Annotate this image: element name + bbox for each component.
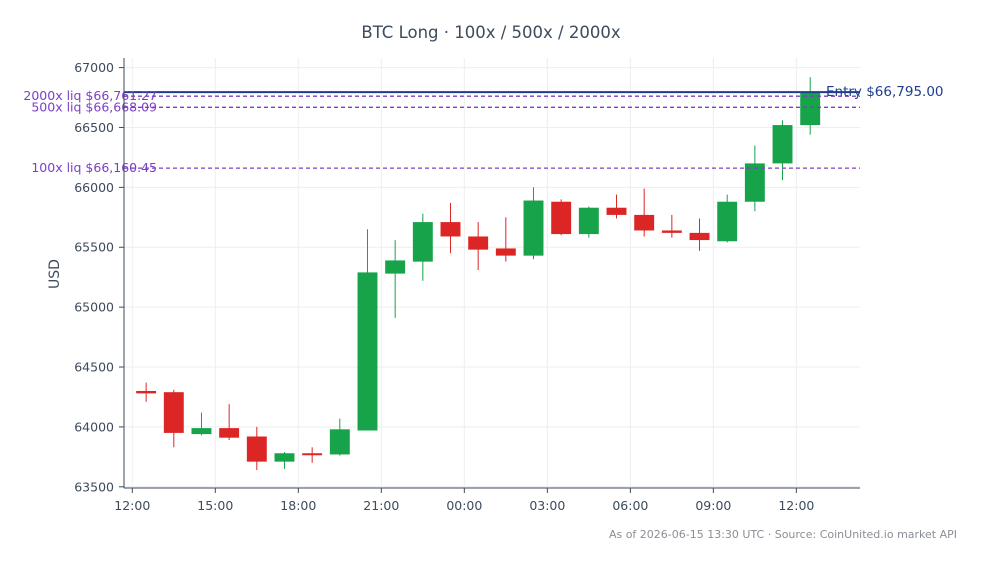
- candle-body: [246, 436, 267, 462]
- candle: [191, 412, 212, 436]
- candle: [800, 77, 821, 135]
- candle-body: [163, 392, 184, 433]
- candle-body: [800, 92, 821, 126]
- candle: [302, 447, 323, 463]
- candle: [219, 404, 240, 441]
- x-tick-label: 18:00: [280, 498, 316, 513]
- candle: [357, 229, 378, 431]
- candle: [772, 120, 793, 181]
- x-tick-label: 06:00: [612, 498, 648, 513]
- candlestick-series: [136, 77, 821, 471]
- candle-body: [689, 232, 710, 241]
- candle: [495, 217, 516, 262]
- candle-body: [329, 429, 350, 455]
- y-tick-label: 63500: [74, 479, 114, 494]
- candle-body: [191, 428, 212, 435]
- candle: [136, 382, 157, 402]
- candle-body: [551, 201, 572, 235]
- liquidation-label: 500x liq $66,668.09: [31, 99, 157, 114]
- candle-body: [412, 222, 433, 262]
- y-axis-label: USD: [47, 259, 63, 289]
- candle: [163, 389, 184, 448]
- candle: [578, 206, 599, 238]
- x-tick-label: 12:00: [114, 498, 150, 513]
- y-tick-label: 66500: [74, 120, 114, 135]
- x-tick-label: 21:00: [363, 498, 399, 513]
- x-tick-label: 15:00: [197, 498, 233, 513]
- candle-body: [606, 207, 627, 215]
- y-tick-label: 66000: [74, 180, 114, 195]
- candle-body: [634, 214, 655, 231]
- candle: [329, 418, 350, 456]
- footnote: As of 2026-06-15 13:30 UTC · Source: Coi…: [609, 528, 957, 541]
- candle: [246, 426, 267, 471]
- y-tick-label: 67000: [74, 60, 114, 75]
- liquidation-label: 100x liq $66,160.45: [31, 160, 157, 175]
- candle: [551, 199, 572, 236]
- y-axis-ticks: 63500 64000 64500 65000 65500 66000 66500 67000: [74, 60, 124, 494]
- candle: [385, 240, 406, 318]
- candle-body: [274, 453, 295, 462]
- candle: [468, 222, 489, 271]
- candle-body: [468, 236, 489, 250]
- candle-body: [219, 428, 240, 438]
- axes: [123, 58, 860, 489]
- candle: [523, 187, 544, 260]
- x-tick-label: 12:00: [778, 498, 814, 513]
- candle: [412, 213, 433, 281]
- candle-body: [578, 207, 599, 235]
- x-axis-ticks: 12:00 15:00 18:00 21:00 00:00 03:00 06:00 09:00…: [114, 488, 814, 513]
- candle-body: [661, 230, 682, 233]
- x-tick-label: 09:00: [695, 498, 731, 513]
- y-tick-label: 65500: [74, 240, 114, 255]
- candle: [661, 214, 682, 238]
- chart-title: BTC Long · 100x / 500x / 2000x: [361, 23, 620, 42]
- candle-body: [385, 260, 406, 274]
- x-tick-label: 00:00: [446, 498, 482, 513]
- candle-body: [744, 163, 765, 202]
- candle-body: [523, 200, 544, 256]
- candle-body: [772, 125, 793, 164]
- x-tick-label: 03:00: [529, 498, 565, 513]
- y-tick-label: 65000: [74, 300, 114, 315]
- candle-body: [136, 390, 157, 394]
- y-tick-label: 64000: [74, 419, 114, 434]
- candle-body: [495, 248, 516, 256]
- candle: [606, 194, 627, 219]
- gridlines: [124, 58, 860, 488]
- candle: [634, 188, 655, 237]
- candle-body: [717, 201, 738, 242]
- entry-label: Entry $66,795.00: [826, 84, 944, 100]
- candle: [689, 218, 710, 251]
- candle-body: [440, 222, 461, 237]
- y-tick-label: 64500: [74, 360, 114, 375]
- candle: [744, 145, 765, 212]
- candle: [274, 452, 295, 469]
- candle: [440, 202, 461, 254]
- candle-body: [357, 272, 378, 431]
- candle-body: [302, 453, 323, 456]
- candle: [717, 194, 738, 243]
